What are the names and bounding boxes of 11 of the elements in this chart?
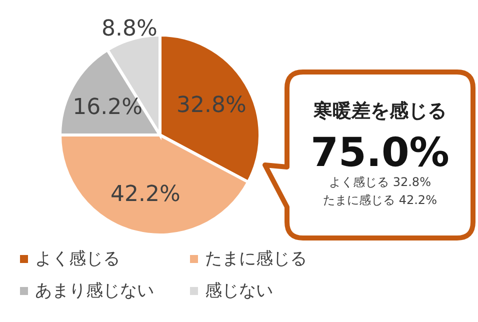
data-label: 42.2%: [110, 182, 180, 208]
data-label: 8.8%: [101, 16, 158, 42]
text: 75.0%: [310, 130, 450, 176]
legend-label: たまに感じる: [205, 249, 307, 269]
legend-label: よく感じる: [35, 249, 120, 269]
text: たまに感じる 42.2%: [323, 193, 437, 207]
legend-label: あまり感じない: [35, 281, 154, 301]
data-label: 32.8%: [176, 93, 246, 118]
text: よく感じる 32.8%: [329, 175, 431, 189]
legend-label: 感じない: [205, 281, 273, 301]
text: 寒暖差を感じる: [312, 100, 446, 122]
